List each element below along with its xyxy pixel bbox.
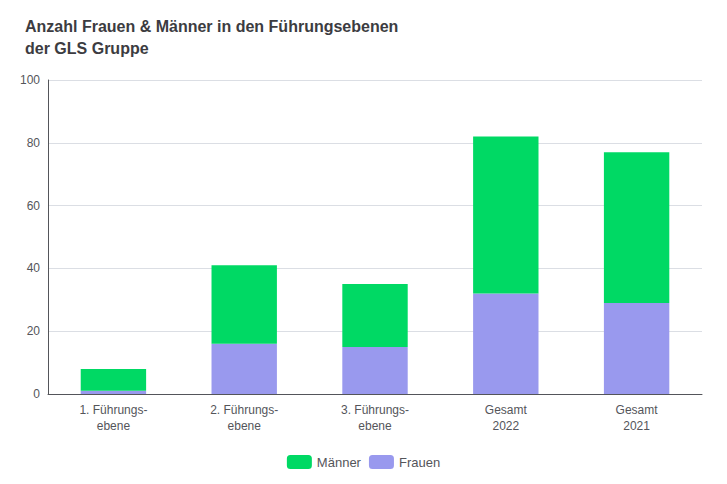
svg-text:2022: 2022 [492, 419, 519, 433]
svg-text:Anzahl Frauen & Männer in den: Anzahl Frauen & Männer in den Führungseb… [25, 18, 398, 35]
svg-text:100: 100 [20, 73, 40, 87]
svg-text:Männer: Männer [317, 455, 362, 470]
svg-text:80: 80 [27, 136, 41, 150]
svg-text:20: 20 [27, 324, 41, 338]
svg-text:2. Führungs-: 2. Führungs- [210, 403, 278, 417]
svg-text:60: 60 [27, 199, 41, 213]
svg-text:1. Führungs-: 1. Führungs- [79, 403, 147, 417]
svg-text:ebene: ebene [97, 419, 131, 433]
svg-text:0: 0 [33, 387, 40, 401]
svg-text:Frauen: Frauen [399, 455, 440, 470]
svg-text:Gesamt: Gesamt [485, 403, 528, 417]
svg-text:Gesamt: Gesamt [616, 403, 659, 417]
svg-text:ebene: ebene [228, 419, 262, 433]
svg-text:2021: 2021 [623, 419, 650, 433]
svg-text:40: 40 [27, 261, 41, 275]
svg-text:der GLS Gruppe: der GLS Gruppe [25, 40, 149, 57]
svg-text:ebene: ebene [358, 419, 392, 433]
svg-text:3. Führungs-: 3. Führungs- [341, 403, 409, 417]
